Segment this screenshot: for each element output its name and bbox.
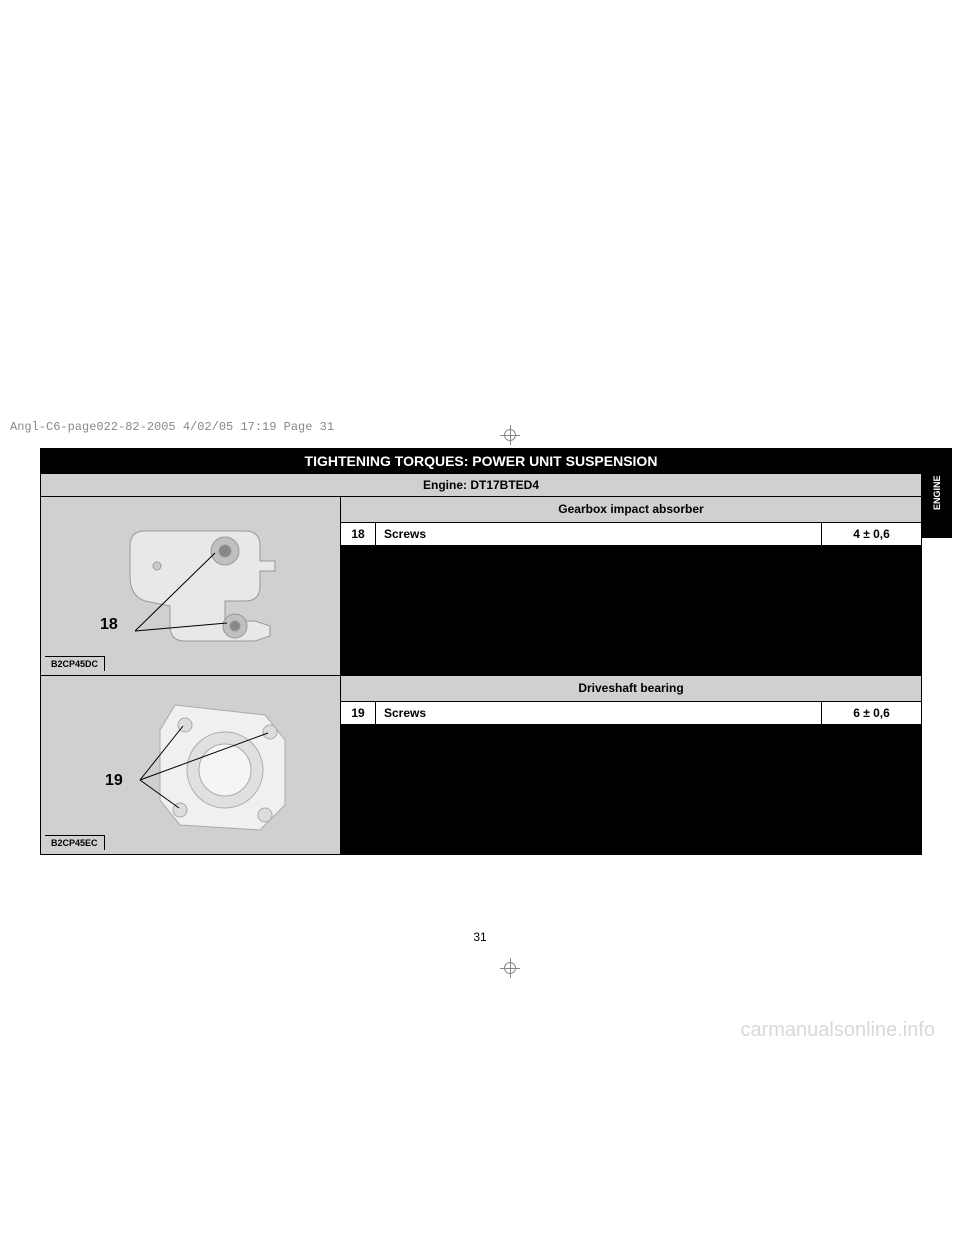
engine-label: Engine: DT17BTED4 <box>41 474 922 497</box>
table-title: TIGHTENING TORQUES: POWER UNIT SUSPENSIO… <box>41 449 922 474</box>
page-number: 31 <box>0 930 960 944</box>
figure-cell: 18 B2CP45DC <box>41 497 341 676</box>
gearbox-absorber-illustration <box>85 511 305 651</box>
table-title-row: TIGHTENING TORQUES: POWER UNIT SUSPENSIO… <box>41 449 922 474</box>
callout-number: 19 <box>105 772 123 790</box>
watermark: carmanualsonline.info <box>740 1019 935 1042</box>
item-value: 6 ± 0,6 <box>822 701 922 724</box>
figure-box: 18 B2CP45DC <box>45 501 336 671</box>
figure-reference: B2CP45EC <box>45 835 105 850</box>
figure-reference: B2CP45DC <box>45 656 105 671</box>
item-number: 18 <box>341 522 376 545</box>
section-tab: ENGINE <box>922 448 952 538</box>
crop-mark-bottom <box>500 958 520 978</box>
section-header: Gearbox impact absorber <box>341 497 922 523</box>
item-description: Screws <box>376 701 822 724</box>
item-description: Screws <box>376 522 822 545</box>
engine-row: Engine: DT17BTED4 <box>41 474 922 497</box>
figure-cell: 19 B2CP45EC <box>41 676 341 855</box>
section-header: Driveshaft bearing <box>341 676 922 702</box>
item-number: 19 <box>341 701 376 724</box>
item-value: 4 ± 0,6 <box>822 522 922 545</box>
section-header-row: 18 B2CP45DC Gearbox impact absorber <box>41 497 922 523</box>
torque-table: TIGHTENING TORQUES: POWER UNIT SUSPENSIO… <box>40 448 922 855</box>
figure-box: 19 B2CP45EC <box>45 680 336 850</box>
imposition-header: Angl-C6-page022-82-2005 4/02/05 17:19 Pa… <box>10 420 334 434</box>
driveshaft-bearing-illustration <box>85 690 305 840</box>
section-header-row: 19 B2CP45EC Driveshaft bearing <box>41 676 922 702</box>
callout-number: 18 <box>100 616 118 634</box>
crop-mark-top <box>500 425 520 445</box>
